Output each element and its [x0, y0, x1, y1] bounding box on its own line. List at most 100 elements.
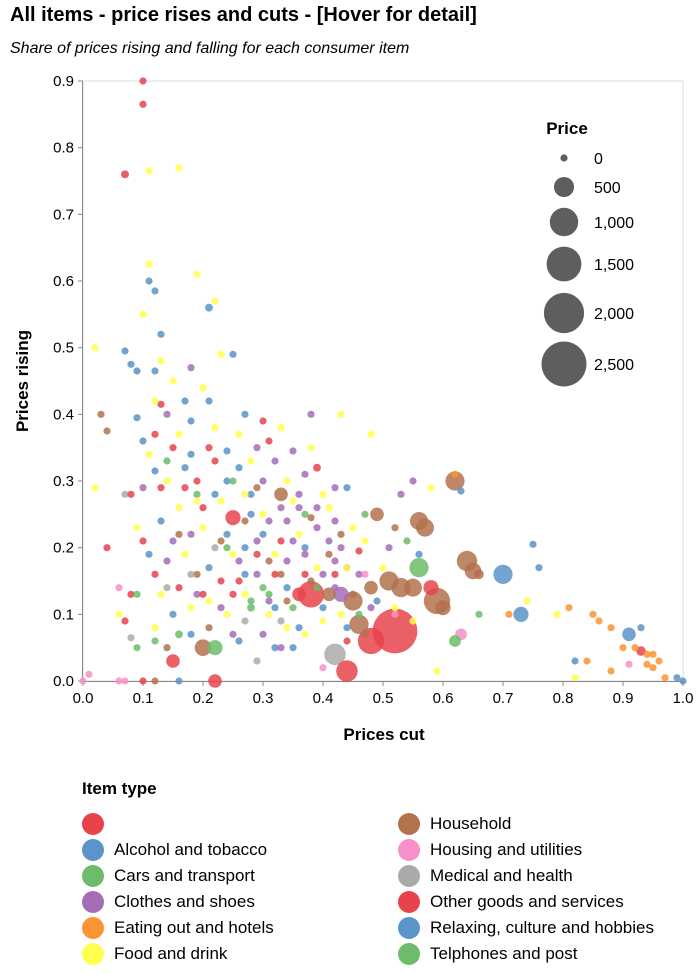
data-point: [589, 610, 597, 618]
x-tick-label: 0.3: [253, 690, 274, 707]
data-point: [223, 447, 231, 455]
data-point: [181, 464, 189, 472]
data-point: [103, 544, 111, 552]
data-point: [289, 604, 297, 612]
data-point: [259, 417, 267, 425]
data-point: [121, 677, 129, 685]
legend-label: Household: [430, 814, 512, 833]
legend-swatch: [398, 891, 420, 913]
data-point: [235, 430, 243, 438]
legend-swatch: [82, 839, 104, 861]
data-point: [265, 610, 273, 618]
data-point: [451, 470, 459, 478]
data-point: [175, 584, 183, 592]
data-point: [235, 577, 243, 585]
data-point: [409, 617, 417, 625]
data-point: [289, 644, 297, 652]
data-point: [313, 463, 321, 472]
data-point: [397, 490, 405, 498]
data-point: [187, 450, 195, 458]
data-point: [505, 610, 513, 618]
data-point: [193, 497, 201, 505]
size-legend-circle: [541, 341, 587, 387]
data-point: [247, 457, 255, 465]
legend-label: Medical and health: [430, 866, 573, 885]
data-point: [166, 654, 180, 668]
size-legend-title: Price: [546, 119, 588, 138]
data-point: [139, 77, 147, 85]
data-point: [133, 367, 141, 375]
data-point: [208, 674, 222, 688]
legend-swatch: [398, 813, 420, 835]
data-point: [151, 397, 159, 405]
data-point: [199, 524, 207, 532]
y-tick-label: 0.2: [53, 540, 74, 557]
data-point: [631, 644, 639, 652]
legend-swatch: [82, 813, 104, 835]
y-tick-label: 0.5: [53, 340, 74, 357]
data-point: [211, 490, 219, 498]
data-point: [301, 550, 309, 558]
data-point: [241, 544, 249, 552]
data-point: [385, 544, 393, 552]
data-point: [361, 510, 369, 518]
data-point: [163, 584, 171, 592]
data-point: [337, 530, 345, 538]
y-tick-label: 0.3: [53, 473, 74, 490]
legend-label: Clothes and shoes: [114, 892, 255, 911]
color-legend-title: Item type: [82, 779, 157, 798]
data-point: [115, 584, 123, 592]
data-point: [636, 646, 646, 656]
data-point: [295, 624, 303, 632]
data-point: [157, 590, 165, 598]
data-point: [643, 650, 651, 658]
data-point: [283, 597, 291, 605]
size-legend-circle: [549, 207, 579, 237]
data-point: [283, 517, 291, 525]
data-point: [391, 610, 399, 618]
data-point: [175, 164, 183, 172]
data-point: [139, 100, 147, 108]
data-point: [85, 670, 93, 678]
data-point: [283, 477, 291, 485]
data-point: [277, 570, 285, 578]
data-point: [333, 586, 349, 602]
data-point: [271, 570, 279, 578]
data-point: [151, 570, 159, 578]
data-point: [373, 597, 381, 605]
data-point: [416, 518, 434, 537]
legend-item: Housing and utilities: [398, 838, 582, 862]
data-point: [163, 557, 171, 565]
data-point: [433, 667, 441, 675]
data-point: [253, 484, 261, 492]
legend-item: [82, 812, 114, 836]
data-point: [319, 617, 327, 625]
legend-label: Housing and utilities: [430, 840, 583, 859]
data-point: [319, 664, 327, 672]
data-point: [361, 570, 369, 578]
data-point: [337, 610, 345, 618]
data-point: [343, 624, 351, 632]
data-point: [211, 424, 219, 432]
data-point: [235, 637, 243, 645]
data-point: [169, 377, 177, 385]
legend-swatch: [82, 943, 104, 965]
data-point: [607, 667, 615, 675]
data-point: [139, 484, 147, 492]
data-point: [223, 477, 231, 485]
data-point: [583, 657, 591, 665]
x-tick-label: 0.5: [373, 690, 394, 707]
legend-item: Other goods and services: [398, 890, 624, 914]
data-point: [343, 637, 351, 645]
y-tick-label: 0.4: [53, 406, 74, 423]
data-point: [115, 610, 123, 618]
data-point: [151, 677, 159, 685]
x-tick-label: 0.2: [193, 690, 214, 707]
x-tick-label: 0.0: [73, 690, 94, 707]
data-point: [307, 444, 315, 452]
data-point: [235, 464, 243, 472]
data-point: [265, 597, 273, 605]
legend-item: Cars and transport: [82, 864, 255, 888]
data-point: [415, 550, 423, 558]
chart-title: All items - price rises and cuts - [Hove…: [10, 4, 477, 26]
